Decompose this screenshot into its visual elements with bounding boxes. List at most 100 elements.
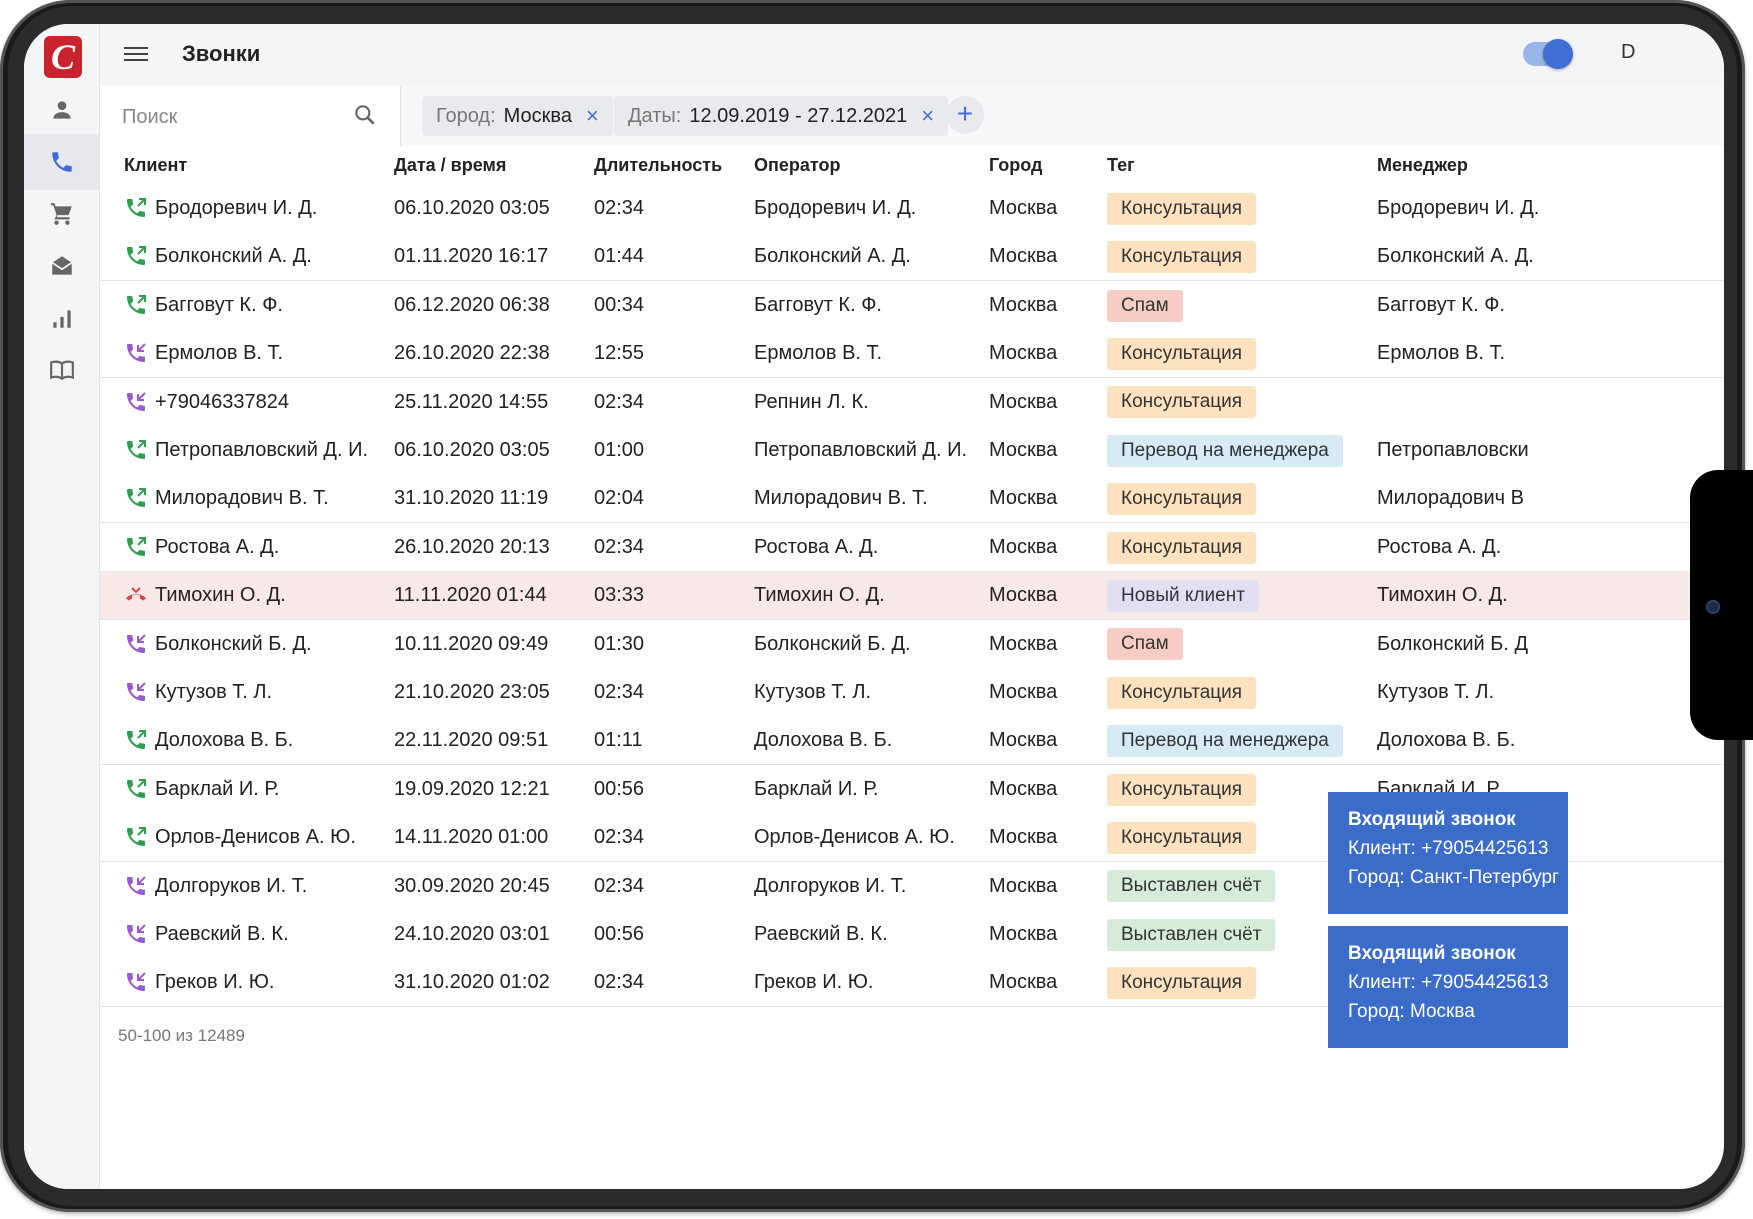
client-name[interactable]: Бродоревич И. Д. (155, 197, 318, 219)
table-row[interactable]: Милорадович В. Т. 31.10.2020 11:19 02:04 Ми… (100, 474, 1724, 524)
client-name[interactable]: Греков И. Ю. (155, 971, 275, 994)
tag-badge[interactable]: Консультация (1107, 821, 1257, 854)
client-name[interactable]: Ермолов В. Т. (155, 342, 284, 365)
column-header-client[interactable]: Клиент (124, 155, 188, 175)
tag-badge[interactable]: Перевод на менеджера (1107, 725, 1343, 758)
cell-tag: Консультация (1107, 958, 1367, 1006)
tag-badge[interactable]: Консультация (1107, 241, 1257, 274)
column-header-city[interactable]: Город (989, 155, 1043, 175)
column-header-duration[interactable]: Длительность (594, 155, 723, 175)
table-row[interactable]: Ермолов В. Т. 26.10.2020 22:38 12:55 Ермоло… (100, 329, 1724, 379)
tag-badge[interactable]: Выставлен счёт (1107, 870, 1276, 903)
tag-badge[interactable]: Консультация (1107, 192, 1257, 225)
cell-date: 31.10.2020 01:02 (394, 971, 550, 994)
theme-toggle[interactable] (1523, 39, 1573, 69)
sidebar-item-cart[interactable] (24, 186, 99, 242)
search-input[interactable] (120, 100, 344, 134)
cell-city: Москва (989, 584, 1058, 607)
table-row[interactable]: Кутузов Т. Л. 21.10.2020 23:05 02:34 Кутузо… (100, 668, 1724, 717)
client-name[interactable]: Багговут К. Ф. (155, 293, 283, 316)
tag-badge[interactable]: Консультация (1107, 676, 1257, 709)
cell-city: Москва (989, 923, 1058, 945)
filter-chip-city[interactable]: Город: Москва × (422, 96, 613, 136)
cell-date: 06.10.2020 03:05 (394, 439, 550, 461)
cell-operator: Барклай И. Р. (754, 777, 879, 800)
client-name[interactable]: Орлов-Денисов А. Ю. (155, 826, 356, 849)
table-row[interactable]: Болконский А. Д. 01.11.2020 16:17 01:44 Бол… (100, 232, 1724, 282)
search-icon[interactable] (352, 102, 378, 128)
tag-badge[interactable]: Консультация (1107, 773, 1257, 806)
cell-duration: 01:44 (594, 245, 645, 268)
client-name[interactable]: Долохова В. Б. (155, 729, 294, 752)
tag-badge[interactable]: Консультация (1107, 967, 1257, 1000)
cell-client: Болконский Б. Д. (124, 620, 384, 668)
table-row[interactable]: Петропавловский Д. И. 06.10.2020 03:05 01:… (100, 426, 1724, 475)
tag-badge[interactable]: Консультация (1107, 386, 1257, 419)
incoming-call-notification[interactable]: Входящий звонок Клиент: +79054425613 Гор… (1328, 926, 1568, 1048)
remove-filter-icon[interactable]: × (585, 103, 599, 128)
cell-manager: Бродоревич И. Д. (1377, 197, 1540, 219)
tag-badge[interactable]: Спам (1107, 289, 1183, 322)
client-name[interactable]: Барклай И. Р. (155, 777, 280, 800)
menu-icon[interactable] (124, 43, 148, 67)
toggle-knob (1543, 39, 1573, 69)
table-row[interactable]: Ростова А. Д. 26.10.2020 20:13 02:34 Ростов… (100, 522, 1724, 572)
table-row[interactable]: Долохова В. Б. 22.11.2020 09:51 01:11 Долох… (100, 716, 1724, 766)
remove-filter-icon[interactable]: × (921, 103, 935, 128)
sidebar-item-user[interactable] (24, 82, 99, 138)
app-logo[interactable]: C (44, 36, 82, 78)
client-name[interactable]: Милорадович В. Т. (155, 487, 329, 510)
column-header-operator[interactable]: Оператор (754, 155, 841, 175)
tag-badge[interactable]: Новый клиент (1107, 579, 1259, 612)
sidebar-item-book[interactable] (24, 342, 99, 398)
cell-date: 11.11.2020 01:44 (394, 584, 547, 607)
cell-tag: Консультация (1107, 813, 1367, 861)
client-name[interactable]: Раевский В. К. (155, 923, 289, 945)
client-name[interactable]: Болконский А. Д. (155, 245, 312, 268)
table-row[interactable]: Тимохин О. Д. 11.11.2020 01:44 03:33 Тимохи… (100, 571, 1724, 621)
table-row[interactable]: +79046337824 25.11.2020 14:55 02:34 Репнин … (100, 377, 1724, 427)
cell-duration: 02:34 (594, 390, 645, 413)
cell-tag: Консультация (1107, 329, 1367, 377)
cell-client: Ростова А. Д. (124, 523, 384, 571)
cell-city: Москва (989, 535, 1058, 558)
cell-operator: Тимохин О. Д. (754, 584, 885, 607)
tag-badge[interactable]: Выставлен счёт (1107, 918, 1276, 951)
add-filter-button[interactable]: + (946, 96, 984, 134)
incoming-call-icon (127, 924, 146, 943)
sidebar-item-phone[interactable] (24, 134, 99, 190)
user-menu-truncated[interactable]: D (1621, 41, 1636, 63)
tag-badge[interactable]: Перевод на менеджера (1107, 434, 1343, 467)
column-header-tag[interactable]: Тег (1107, 155, 1135, 175)
column-header-manager[interactable]: Менеджер (1377, 155, 1468, 175)
cell-date: 19.09.2020 12:21 (394, 777, 550, 800)
missed-call-icon (126, 587, 146, 601)
filter-chip-dates[interactable]: Даты: 12.09.2019 - 27.12.2021 × (614, 96, 949, 136)
client-name[interactable]: Болконский Б. Д. (155, 632, 312, 655)
client-name[interactable]: Кутузов Т. Л. (155, 681, 273, 703)
table-row[interactable]: Бродоревич И. Д. 06.10.2020 03:05 02:34 Бро… (100, 184, 1724, 233)
cell-tag: Консультация (1107, 668, 1367, 716)
cell-manager: Долохова В. Б. (1377, 729, 1516, 752)
sidebar-item-stats[interactable] (24, 290, 99, 346)
table-row[interactable]: Багговут К. Ф. 06.12.2020 06:38 00:34 Багго… (100, 280, 1724, 330)
filter-chip-label: Город: (436, 104, 496, 127)
client-name[interactable]: +79046337824 (155, 390, 290, 413)
outgoing-call-icon (127, 294, 146, 314)
tag-badge[interactable]: Спам (1107, 628, 1183, 661)
client-name[interactable]: Долгоруков И. Т. (155, 874, 308, 897)
client-name[interactable]: Петропавловский Д. И. (155, 439, 369, 461)
cell-tag: Выставлен счёт (1107, 862, 1367, 910)
incoming-call-icon (127, 682, 146, 701)
tag-badge[interactable]: Консультация (1107, 483, 1257, 516)
cell-date: 24.10.2020 03:01 (394, 923, 550, 945)
tag-badge[interactable]: Консультация (1107, 531, 1257, 564)
sidebar-item-mail[interactable] (24, 238, 99, 294)
client-name[interactable]: Ростова А. Д. (155, 535, 280, 558)
incoming-call-notification[interactable]: Входящий звонок Клиент: +79054425613 Гор… (1328, 792, 1568, 914)
outgoing-call-icon (127, 488, 146, 508)
client-name[interactable]: Тимохин О. Д. (155, 584, 286, 607)
column-header-date[interactable]: Дата / время (394, 155, 507, 175)
table-row[interactable]: Болконский Б. Д. 10.11.2020 09:49 01:30 Бол… (100, 619, 1724, 669)
tag-badge[interactable]: Консультация (1107, 337, 1257, 370)
